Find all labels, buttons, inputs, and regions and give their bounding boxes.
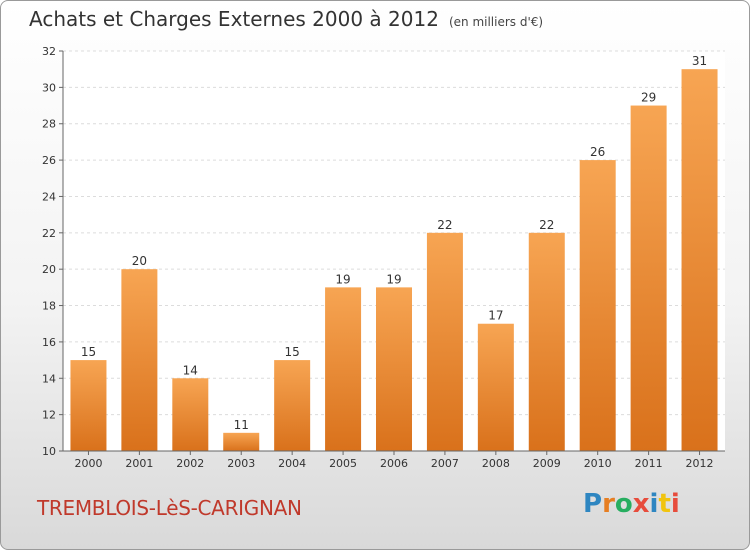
x-tick-label: 2001 (125, 457, 153, 470)
bar-2004 (274, 360, 311, 451)
bars: 15 20 14 11 15 19 19 22 17 22 26 29 31 (70, 54, 718, 451)
x-tick-label: 2002 (176, 457, 204, 470)
y-tick-label: 32 (42, 45, 56, 58)
x-tick-label: 2009 (533, 457, 561, 470)
bar-2010 (579, 160, 616, 451)
value-label: 22 (437, 218, 452, 232)
logo-letter: i (670, 489, 680, 519)
logo-letter: t (658, 489, 671, 519)
y-tick-label: 20 (42, 263, 56, 276)
y-tick-label: 30 (42, 81, 56, 94)
logo-letter: i (649, 489, 659, 519)
y-tick-label: 26 (42, 154, 56, 167)
value-label: 15 (285, 345, 300, 359)
value-label: 29 (641, 91, 656, 105)
y-tick-label: 24 (42, 190, 56, 203)
x-tick-label: 2004 (278, 457, 306, 470)
x-tick-label: 2003 (227, 457, 255, 470)
bar-2002 (172, 378, 209, 451)
proxiti-logo[interactable]: Proxiti (583, 489, 680, 519)
chart-subtitle: (en milliers d'€) (448, 15, 544, 29)
bar-2000 (70, 360, 107, 451)
value-label: 22 (539, 218, 554, 232)
bar-2008 (477, 323, 514, 451)
chart-title-text: Achats et Charges Externes 2000 à 2012 (29, 7, 439, 31)
logo-letter: P (583, 489, 603, 519)
bar-2007 (426, 232, 463, 451)
y-tick-label: 28 (42, 118, 56, 131)
bar-2011 (630, 105, 667, 451)
y-tick-label: 12 (42, 409, 56, 422)
x-tick-label: 2000 (74, 457, 102, 470)
bar-2006 (376, 287, 412, 451)
city-name: TREMBLOIS-LèS-CARIGNAN (37, 496, 302, 520)
value-label: 19 (335, 272, 350, 286)
y-tick-label: 16 (42, 336, 56, 349)
logo-letter: o (614, 489, 633, 519)
y-tick-label: 10 (42, 445, 56, 458)
bar-2012 (681, 69, 718, 451)
value-label: 26 (590, 145, 605, 159)
logo-letter: r (602, 489, 615, 519)
x-axis: 2000 2001 2002 2003 2004 2005 2006 2007 2008 2009… (63, 450, 725, 470)
y-tick-label: 14 (42, 372, 56, 385)
x-tick-label: 2008 (482, 457, 510, 470)
value-label: 31 (692, 54, 707, 68)
bar-2003 (223, 432, 260, 451)
value-label: 17 (488, 309, 503, 323)
value-label: 19 (386, 272, 401, 286)
x-tick-label: 2006 (380, 457, 408, 470)
x-tick-label: 2011 (635, 457, 663, 470)
chart-title: Achats et Charges Externes 2000 à 2012 (e… (29, 7, 543, 31)
x-tick-label: 2007 (431, 457, 459, 470)
x-tick-label: 2010 (584, 457, 612, 470)
y-axis: 10 12 14 16 18 20 22 24 26 28 30 32 (42, 45, 64, 458)
y-tick-label: 22 (42, 227, 56, 240)
value-label: 11 (234, 418, 249, 432)
bar-2001 (121, 269, 158, 451)
value-label: 20 (132, 254, 147, 268)
bar-2005 (325, 287, 362, 451)
x-tick-label: 2005 (329, 457, 357, 470)
y-tick-label: 18 (42, 300, 56, 313)
bar-2009 (528, 232, 565, 451)
logo-letter: x (632, 489, 650, 519)
value-label: 14 (183, 363, 198, 377)
x-tick-label: 2012 (686, 457, 714, 470)
value-label: 15 (81, 345, 96, 359)
